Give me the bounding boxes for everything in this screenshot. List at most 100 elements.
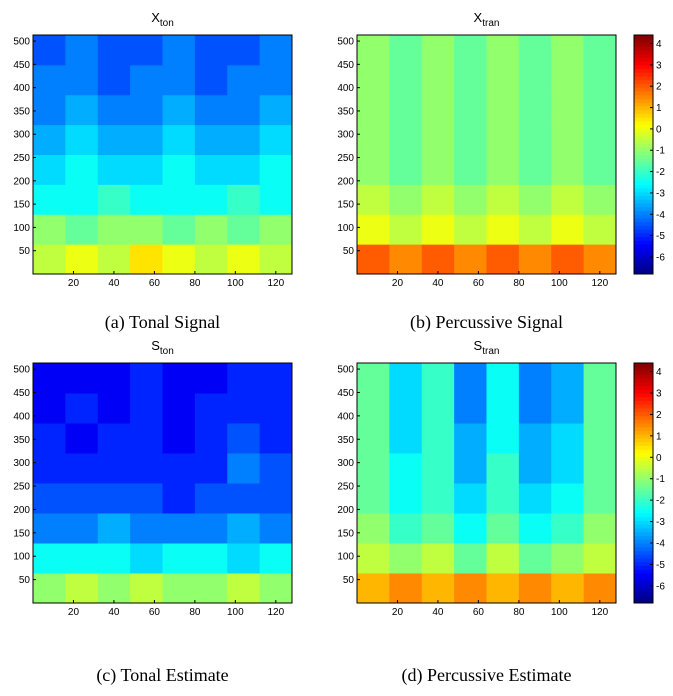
- y-tick-label: 300: [13, 130, 30, 141]
- heatmap-cell: [162, 154, 196, 185]
- heatmap-cell: [583, 393, 617, 424]
- colorbar-strip: [634, 72, 653, 77]
- heatmap-cell: [486, 573, 520, 604]
- heatmap-cell: [454, 423, 487, 454]
- heatmap-cell: [65, 214, 99, 245]
- heatmap-cell: [259, 363, 293, 394]
- colorbar-strip: [634, 46, 653, 51]
- heatmap-cell: [33, 94, 66, 126]
- heatmap-cell: [486, 513, 520, 544]
- colorbar-strip: [634, 464, 653, 469]
- colorbar-strip: [634, 225, 653, 230]
- colorbar-tick-label: 0: [656, 453, 662, 464]
- heatmap-cell: [259, 154, 293, 185]
- x-tick-label: 100: [551, 607, 568, 618]
- heatmap-cell: [33, 244, 66, 275]
- colorbar-strip: [634, 505, 653, 510]
- heatmap-cell: [227, 154, 261, 185]
- heatmap-cell: [97, 513, 131, 544]
- heatmap-cell: [357, 214, 390, 245]
- heatmap-cell: [130, 124, 163, 155]
- heatmap-cell: [65, 154, 99, 185]
- heatmap-cell: [259, 184, 293, 215]
- colorbar-tick-label: 4: [656, 367, 662, 378]
- colorbar-strip: [634, 139, 653, 144]
- heatmap-cell: [97, 154, 131, 185]
- heatmap-cell: [518, 393, 552, 424]
- colorbar-strip: [634, 494, 653, 499]
- colorbar-strip: [634, 426, 653, 431]
- heatmap-cell: [551, 423, 585, 454]
- colorbar-strip: [634, 173, 653, 178]
- heatmap-cell: [97, 244, 131, 275]
- heatmap-cell: [454, 363, 487, 394]
- heatmap-cell: [162, 94, 196, 126]
- heatmap-cell: [454, 453, 487, 484]
- heatmap-cell: [551, 573, 585, 604]
- y-tick-label: 400: [13, 83, 30, 94]
- colorbar-strip: [634, 199, 653, 204]
- title-subscript: tran: [482, 346, 499, 357]
- heatmap-cell: [583, 483, 617, 514]
- colorbar-strip: [634, 61, 653, 66]
- heatmap-cell: [518, 573, 552, 604]
- colorbar-strip: [634, 468, 653, 473]
- heatmap-cell: [389, 154, 423, 185]
- heatmap-cell: [518, 483, 552, 514]
- heatmap-cell: [227, 393, 261, 424]
- heatmap-cell: [227, 184, 261, 215]
- heatmap-cell: [486, 483, 520, 514]
- colorbar-strip: [634, 251, 653, 256]
- x-tick-label: 120: [591, 278, 608, 289]
- heatmap-cell: [421, 214, 455, 245]
- colorbar-strip: [634, 195, 653, 200]
- colorbar-tick-label: -5: [656, 231, 665, 242]
- colorbar-strip: [634, 584, 653, 589]
- heatmap-cell: [194, 184, 228, 215]
- colorbar-strip: [634, 206, 653, 212]
- colorbar-tick-label: -2: [656, 496, 665, 507]
- y-tick-label: 150: [13, 200, 30, 211]
- colorbar-strip: [634, 385, 653, 390]
- y-tick-label: 300: [337, 130, 354, 141]
- heatmap-cell: [162, 543, 196, 574]
- colorbar-strip: [634, 490, 653, 495]
- heatmap-cell: [583, 154, 617, 185]
- colorbar-tick-label: -1: [656, 146, 665, 157]
- y-tick-label: 300: [13, 458, 30, 469]
- heatmap-cell: [357, 423, 390, 454]
- heatmap-cell: [518, 154, 552, 185]
- heatmap-cell: [421, 64, 455, 96]
- heatmap-cell: [551, 214, 585, 245]
- y-tick-label: 200: [337, 176, 354, 187]
- x-tick-label: 40: [108, 278, 120, 289]
- y-tick-label: 100: [337, 223, 354, 234]
- y-tick-label: 450: [13, 60, 30, 71]
- heatmap-cell: [454, 244, 487, 275]
- colorbar-strip: [634, 161, 653, 167]
- heatmap-cell: [33, 393, 66, 424]
- title-base: S: [151, 338, 160, 353]
- chart-title: Stran: [474, 338, 500, 357]
- colorbar-strip: [634, 404, 653, 409]
- x-tick-label: 120: [267, 607, 284, 618]
- heatmap-cell: [33, 573, 66, 604]
- heatmap-cell: [97, 483, 131, 514]
- y-tick-label: 250: [13, 153, 30, 164]
- heatmap-cell: [33, 363, 66, 394]
- colorbar-strip: [634, 57, 653, 62]
- colorbar-strip: [634, 374, 653, 379]
- heatmap-cell: [518, 363, 552, 394]
- heatmap-cell: [162, 244, 196, 275]
- y-tick-label: 200: [13, 505, 30, 516]
- caption: (a) Tonal Signal: [105, 312, 220, 333]
- heatmap-cell: [551, 363, 585, 394]
- chart-title: Xtran: [474, 10, 500, 29]
- heatmap-cell: [454, 184, 487, 215]
- heatmap-cell: [65, 244, 99, 275]
- heatmap-cell: [130, 483, 163, 514]
- colorbar-strip: [634, 524, 653, 529]
- x-tick-label: 20: [68, 607, 80, 618]
- caption: (c) Tonal Estimate: [96, 665, 228, 686]
